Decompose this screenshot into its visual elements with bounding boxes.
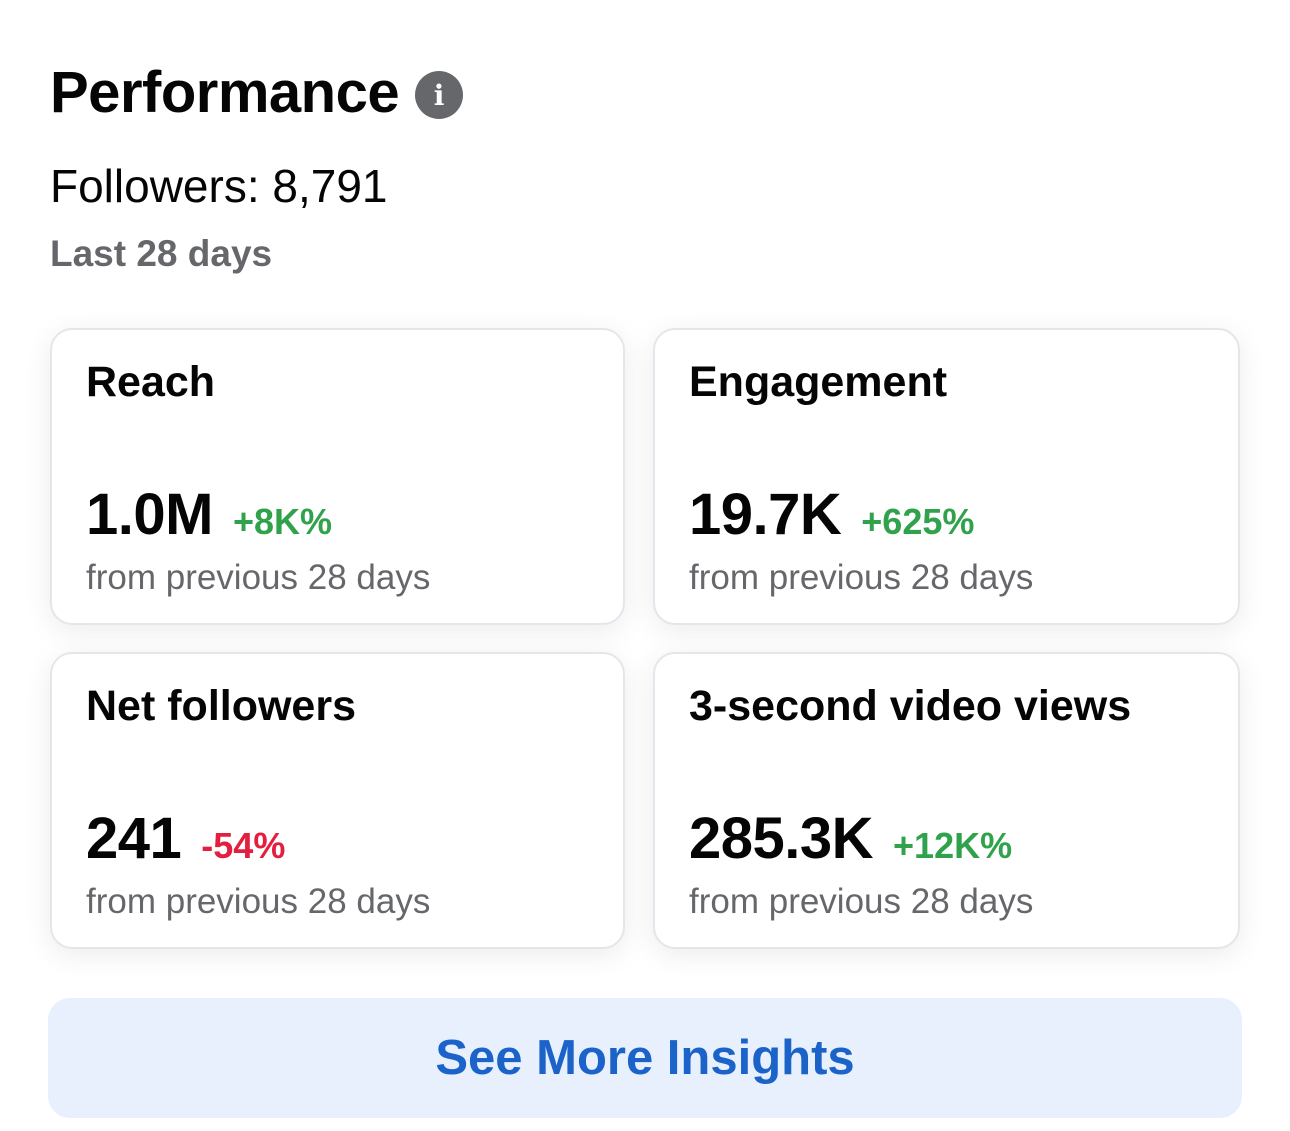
metric-subtitle: from previous 28 days [689, 558, 1034, 597]
metric-change: +12K% [893, 825, 1013, 866]
metric-title: Net followers [86, 682, 356, 730]
metric-subtitle: from previous 28 days [86, 558, 431, 597]
metric-card-net-followers[interactable]: Net followers 241 -54% from previous 28 … [50, 652, 625, 949]
metric-subtitle: from previous 28 days [86, 882, 431, 921]
metric-change: +8K% [232, 501, 333, 542]
metric-change: +625% [861, 501, 975, 542]
metric-value: 1.0M [86, 482, 213, 547]
metric-value: 241 [86, 806, 182, 871]
page-title: Performance [50, 60, 400, 125]
performance-header: Performance i [50, 58, 464, 128]
period-label: Last 28 days [50, 233, 273, 274]
metric-title: Reach [86, 358, 216, 406]
metric-card-reach[interactable]: Reach 1.0M +8K% from previous 28 days [50, 328, 625, 625]
metric-subtitle: from previous 28 days [689, 882, 1034, 921]
metric-value-row: 19.7K +625% [689, 482, 974, 548]
followers-count: Followers: 8,791 [50, 160, 388, 212]
metric-card-engagement[interactable]: Engagement 19.7K +625% from previous 28 … [653, 328, 1240, 625]
metric-value-row: 241 -54% [86, 806, 285, 872]
metric-title: Engagement [689, 358, 948, 406]
metrics-grid: Reach 1.0M +8K% from previous 28 days En… [50, 328, 1240, 949]
info-icon[interactable]: i [415, 71, 464, 119]
metric-value-row: 285.3K +12K% [689, 806, 1012, 872]
metric-value-row: 1.0M +8K% [86, 482, 332, 548]
metric-change: -54% [201, 825, 286, 866]
see-more-insights-button[interactable]: See More Insights [48, 998, 1242, 1118]
metric-value: 285.3K [689, 806, 874, 871]
metric-card-video-views[interactable]: 3-second video views 285.3K +12K% from p… [653, 652, 1240, 949]
metric-value: 19.7K [689, 482, 842, 547]
metric-title: 3-second video views [689, 682, 1132, 730]
